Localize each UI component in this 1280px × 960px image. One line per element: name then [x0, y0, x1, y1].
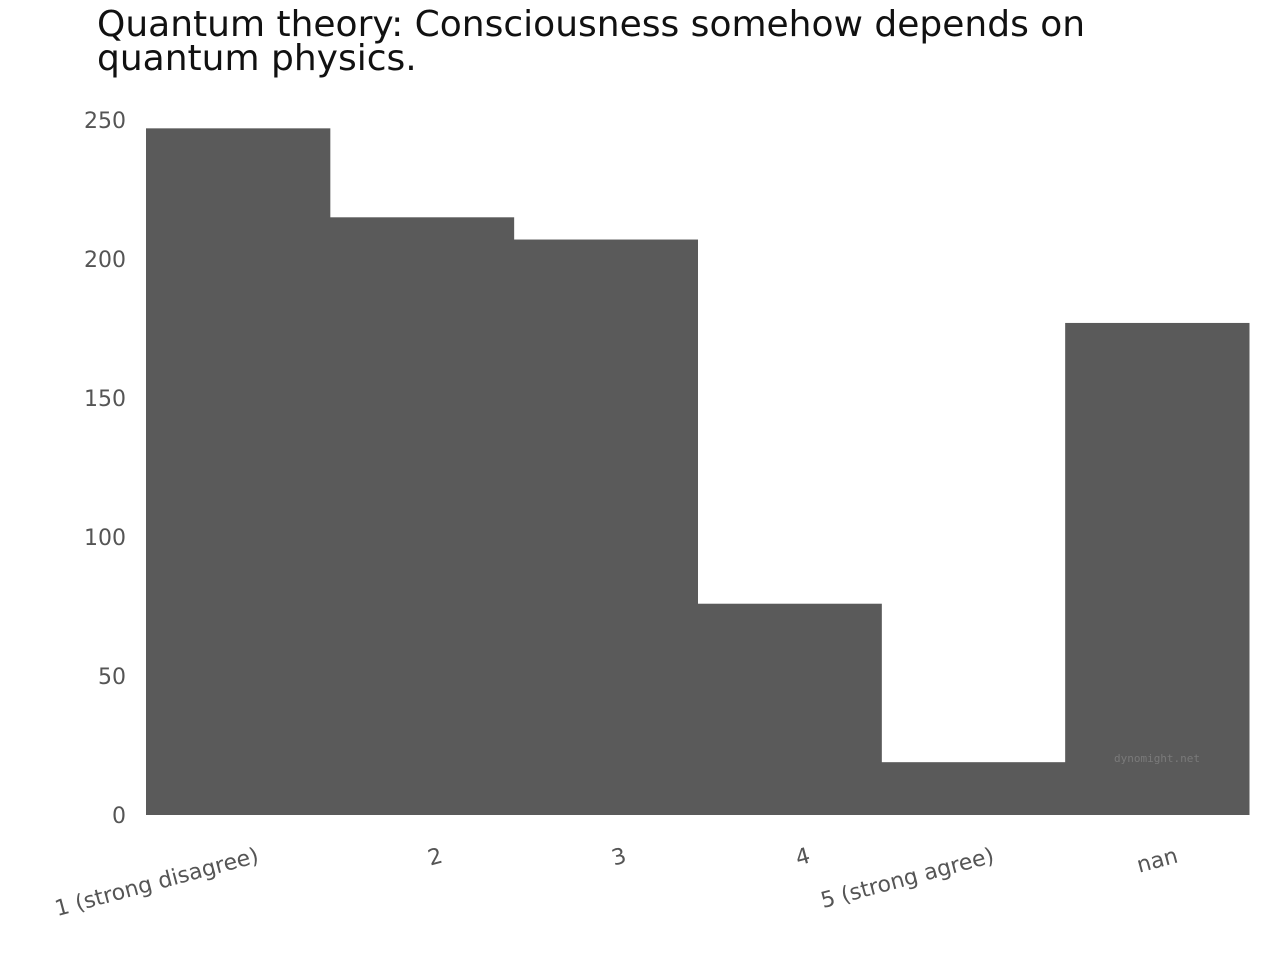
x-tick-label: 2	[425, 844, 445, 872]
bar-0	[146, 128, 331, 816]
chart-title: Quantum theory: Consciousness somehow de…	[97, 4, 1086, 79]
x-tick-label: 5 (strong agree)	[818, 844, 997, 914]
bar-1	[329, 217, 515, 816]
y-axis-ticks: 0 50 100 150 200 250	[84, 109, 126, 829]
y-tick-label: 200	[84, 248, 126, 273]
x-axis-ticks: 1 (strong disagree) 2 3 4 5 (strong agree) na…	[52, 844, 1180, 922]
x-tick-label: nan	[1134, 844, 1180, 879]
y-tick-label: 50	[98, 665, 126, 690]
bar-3	[697, 603, 882, 815]
y-tick-label: 150	[84, 387, 126, 412]
x-tick-label: 4	[793, 844, 813, 872]
watermark: dynomight.net	[1114, 752, 1200, 765]
y-tick-label: 0	[112, 804, 126, 829]
bar-5	[1065, 322, 1250, 815]
x-tick-label: 1 (strong disagree)	[52, 844, 261, 922]
y-tick-label: 250	[84, 109, 126, 134]
y-tick-label: 100	[84, 526, 126, 551]
bar-2	[513, 239, 698, 816]
bar-4	[881, 762, 1066, 815]
bars	[146, 128, 1250, 816]
x-tick-label: 3	[609, 844, 629, 872]
